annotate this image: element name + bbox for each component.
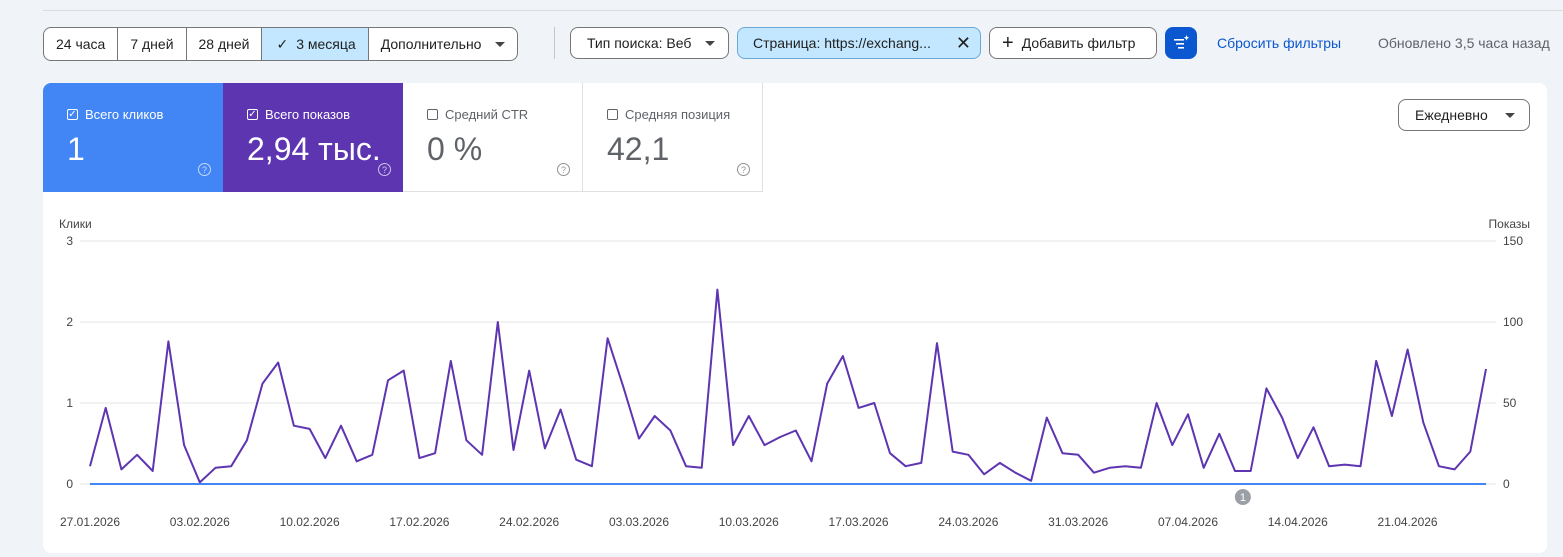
right-tick-label: 0 <box>1503 477 1510 491</box>
x-tick-label: 17.02.2026 <box>389 515 449 529</box>
metric-value: 0 % <box>427 131 483 167</box>
close-icon[interactable]: ✕ <box>955 33 971 53</box>
x-tick-label: 07.04.2026 <box>1158 515 1218 529</box>
toolbar-divider <box>554 27 555 59</box>
x-tick-label: 24.02.2026 <box>499 515 559 529</box>
checkbox-checked-icon[interactable]: ✓ <box>67 108 78 120</box>
performance-card: ✓ Всего кликов 1 ? ✓ Всего показов 2,94 ты… <box>43 83 1547 553</box>
filter-settings-button[interactable] <box>1165 27 1197 59</box>
page-filter-chip[interactable]: Страница: https://exchang... ✕ <box>737 27 981 59</box>
x-tick-label: 10.02.2026 <box>280 515 340 529</box>
date-range-selector: 24 часа 7 дней 28 дней ✓ 3 месяца Дополни… <box>43 27 519 61</box>
add-filter-button[interactable]: + Добавить фильтр <box>989 27 1157 59</box>
chevron-down-icon <box>495 41 506 47</box>
left-tick-label: 3 <box>66 234 73 248</box>
x-tick-label: 24.03.2026 <box>938 515 998 529</box>
x-tick-label: 27.01.2026 <box>60 515 120 529</box>
metric-clicks[interactable]: ✓ Всего кликов 1 ? <box>43 83 223 192</box>
metric-position[interactable]: Средняя позиция 42,1 ? <box>583 83 763 192</box>
range-7d[interactable]: 7 дней <box>118 28 187 60</box>
help-icon[interactable]: ? <box>198 163 211 176</box>
checkbox-checked-icon[interactable]: ✓ <box>247 108 258 120</box>
chevron-down-icon <box>705 40 716 46</box>
x-tick-label: 10.03.2026 <box>719 515 779 529</box>
annotation-label: 1 <box>1240 492 1246 504</box>
left-axis-title: Клики <box>59 217 92 231</box>
x-tick-label: 03.03.2026 <box>609 515 669 529</box>
x-tick-label: 21.04.2026 <box>1378 515 1438 529</box>
help-icon[interactable]: ? <box>737 163 750 176</box>
left-tick-label: 1 <box>66 396 73 410</box>
x-tick-label: 31.03.2026 <box>1048 515 1108 529</box>
right-tick-label: 150 <box>1503 234 1523 248</box>
right-axis-title: Показы <box>1489 217 1530 231</box>
right-tick-label: 100 <box>1503 315 1523 329</box>
updated-status: Обновлено 3,5 часа назад <box>1378 35 1550 51</box>
filter-sparkle-icon <box>1174 35 1190 49</box>
left-tick-label: 0 <box>66 477 73 491</box>
metric-value: 1 <box>67 131 85 167</box>
metric-value: 2,94 тыс. <box>247 131 381 167</box>
range-28d[interactable]: 28 дней <box>187 28 263 60</box>
annotation-marker <box>1234 489 1251 505</box>
help-icon[interactable]: ? <box>557 163 570 176</box>
top-divider <box>43 10 1563 11</box>
x-tick-label: 14.04.2026 <box>1268 515 1328 529</box>
plus-icon: + <box>1002 32 1014 54</box>
x-tick-label: 17.03.2026 <box>829 515 889 529</box>
granularity-select[interactable]: Ежедневно <box>1398 99 1530 131</box>
metric-ctr[interactable]: Средний CTR 0 % ? <box>403 83 583 192</box>
check-icon: ✓ <box>276 35 289 52</box>
impressions-line <box>89 288 1487 484</box>
x-tick-label: 03.02.2026 <box>170 515 230 529</box>
checkbox-empty-icon[interactable] <box>427 109 438 120</box>
range-24h[interactable]: 24 часа <box>44 28 119 60</box>
left-tick-label: 2 <box>66 315 73 329</box>
metric-impressions[interactable]: ✓ Всего показов 2,94 тыс. ? <box>223 83 403 192</box>
right-tick-label: 50 <box>1503 396 1517 410</box>
search-type-filter[interactable]: Тип поиска: Веб <box>570 27 729 59</box>
reset-filters-link[interactable]: Сбросить фильтры <box>1217 35 1342 51</box>
checkbox-empty-icon[interactable] <box>607 109 618 120</box>
metric-value: 42,1 <box>607 131 670 167</box>
chevron-down-icon <box>1505 113 1515 118</box>
help-icon[interactable]: ? <box>378 163 391 176</box>
range-3m[interactable]: ✓ 3 месяца <box>262 28 369 60</box>
range-more[interactable]: Дополнительно <box>369 28 518 60</box>
performance-chart: Клики Показы 0 1 2 3 0 50 100 150 27.01.2026 03.02.… <box>59 217 1530 529</box>
